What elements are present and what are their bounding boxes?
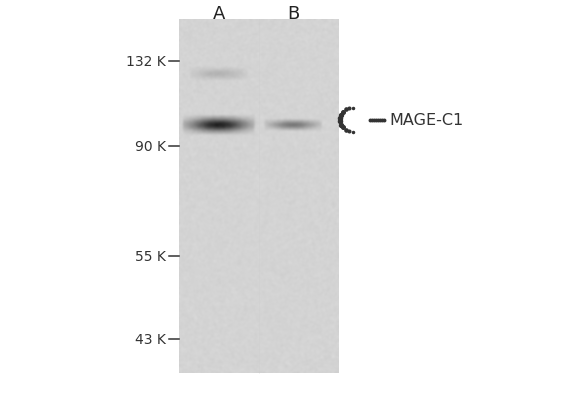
- Text: B: B: [287, 5, 299, 23]
- Text: 55 K: 55 K: [135, 250, 166, 263]
- Text: MAGE-C1: MAGE-C1: [390, 113, 464, 128]
- Text: 132 K: 132 K: [126, 55, 166, 69]
- Text: 90 K: 90 K: [135, 140, 166, 153]
- Text: A: A: [213, 5, 225, 23]
- Text: 43 K: 43 K: [135, 332, 166, 346]
